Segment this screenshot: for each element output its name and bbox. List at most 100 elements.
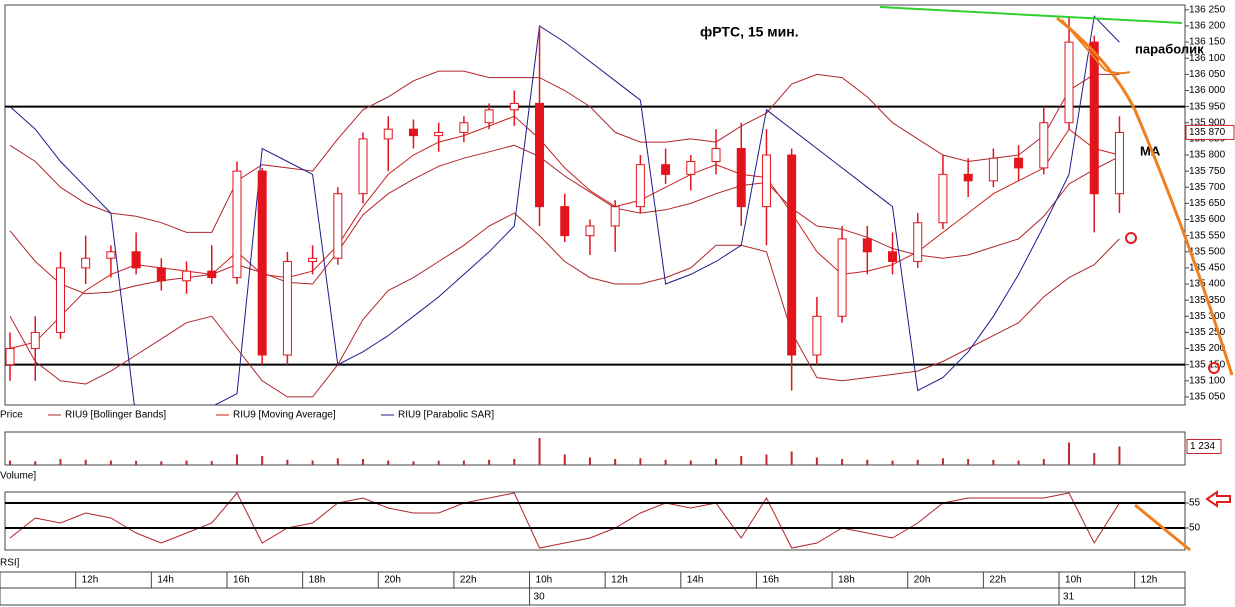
plot-area xyxy=(9,492,1120,549)
x-tick-label: 20h xyxy=(914,575,931,586)
candle-body xyxy=(257,170,267,356)
marker xyxy=(1125,232,1137,244)
y-tick-label: 136 050 xyxy=(1189,69,1226,80)
last-price-label: 135 870 xyxy=(1189,127,1226,138)
candle-body xyxy=(888,251,898,262)
rsi-arrow-line xyxy=(1134,503,1191,552)
candle-body xyxy=(812,315,822,356)
x-tick-label: 22h xyxy=(460,575,477,586)
candle-body xyxy=(156,267,166,282)
candle-body xyxy=(736,148,746,208)
candle-body xyxy=(5,348,15,366)
series-line xyxy=(9,212,1120,398)
y-tick-label: 55 xyxy=(1189,498,1201,509)
legend-label: RIU9 [Moving Average] xyxy=(233,410,336,421)
candle-body xyxy=(81,257,91,269)
candle-body xyxy=(635,164,645,208)
candle-body xyxy=(938,173,948,224)
y-tick-label: 136 200 xyxy=(1189,21,1226,32)
x-tick-label: 14h xyxy=(157,575,174,586)
candle-body xyxy=(988,157,998,182)
plot-area xyxy=(9,438,1121,465)
x-tick-label: 18h xyxy=(838,575,855,586)
candle-body xyxy=(913,222,923,262)
candle-body xyxy=(787,154,797,356)
x-tick-label: 22h xyxy=(989,575,1006,586)
series-line xyxy=(9,115,1120,349)
day-tick-label: 30 xyxy=(534,592,546,603)
candle-body xyxy=(358,138,368,195)
legend-label: Price xyxy=(0,410,23,421)
y-tick-label: 135 800 xyxy=(1189,150,1226,161)
marker xyxy=(1208,362,1220,374)
candle-body xyxy=(1114,131,1124,195)
candle-body xyxy=(484,109,494,124)
series-line xyxy=(9,70,1120,233)
candle-body xyxy=(282,260,292,356)
y-tick-label: 136 100 xyxy=(1189,53,1226,64)
y-tick-label: 135 150 xyxy=(1189,359,1226,370)
x-tick-label: 16h xyxy=(233,575,250,586)
y-tick-label: 50 xyxy=(1189,523,1201,534)
candle-body xyxy=(333,193,343,259)
y-tick-label: 135 200 xyxy=(1189,343,1226,354)
x-tick-label: 10h xyxy=(536,575,553,586)
candle-body xyxy=(560,206,570,237)
candle-body xyxy=(1089,41,1099,195)
x-tick-label: 10h xyxy=(1065,575,1082,586)
chart-title: фРТС, 15 мин. xyxy=(700,24,799,40)
x-tick-label: 20h xyxy=(384,575,401,586)
legend-label: RIU9 [Bollinger Bands] xyxy=(65,410,166,421)
rsi-panel xyxy=(4,491,1186,551)
candle-body xyxy=(837,238,847,317)
candle-body xyxy=(207,270,217,279)
last-price-box xyxy=(1185,124,1235,140)
candle-body xyxy=(131,251,141,269)
candle-body xyxy=(30,331,40,350)
candle-body xyxy=(308,257,318,262)
candle-body xyxy=(1039,122,1049,169)
candle-body xyxy=(711,148,721,162)
annotation: параболик xyxy=(1135,41,1204,56)
candle-body xyxy=(106,251,116,259)
panel-title: RSI] xyxy=(0,558,20,569)
parabola-curve xyxy=(1056,16,1234,376)
candle-body xyxy=(232,170,242,279)
rsi-arrow xyxy=(1205,490,1231,508)
candle-body xyxy=(686,160,696,175)
candle-body xyxy=(585,225,595,237)
y-tick-label: 135 950 xyxy=(1189,101,1226,112)
x-tick-label: 12h xyxy=(82,575,99,586)
candle-body xyxy=(661,164,671,175)
x-tick-label: 18h xyxy=(309,575,326,586)
y-tick-label: 136 000 xyxy=(1189,85,1226,96)
legend-label: RIU9 [Parabolic SAR] xyxy=(398,410,494,421)
price-panel xyxy=(4,4,1186,406)
parabola-line xyxy=(1061,19,1131,75)
y-tick-label: 135 600 xyxy=(1189,214,1226,225)
y-tick-label: 135 250 xyxy=(1189,327,1226,338)
rsi-line xyxy=(9,492,1120,549)
x-tick-label: 16h xyxy=(762,575,779,586)
day-tick-label: 31 xyxy=(1063,592,1075,603)
candle-body xyxy=(535,102,545,208)
y-tick-label: 135 900 xyxy=(1189,117,1226,128)
candle-body xyxy=(459,122,469,133)
y-tick-label: 135 650 xyxy=(1189,198,1226,209)
candle-body xyxy=(383,128,393,140)
y-tick-label: 135 100 xyxy=(1189,375,1226,386)
y-tick-label: 135 300 xyxy=(1189,311,1226,322)
drawings xyxy=(879,6,1234,552)
series-line xyxy=(9,15,1120,405)
y-tick-label: 135 750 xyxy=(1189,166,1226,177)
y-tick-label: 136 150 xyxy=(1189,37,1226,48)
candle-body xyxy=(963,173,973,182)
x-tick-label: 12h xyxy=(611,575,628,586)
y-tick-label: 135 500 xyxy=(1189,246,1226,257)
candle-body xyxy=(434,131,444,137)
candle-body xyxy=(610,206,620,227)
x-tick-label: 12h xyxy=(1141,575,1158,586)
panel-title: Volume] xyxy=(0,471,36,482)
y-tick-label: 135 400 xyxy=(1189,279,1226,290)
x-tick-label: 14h xyxy=(687,575,704,586)
